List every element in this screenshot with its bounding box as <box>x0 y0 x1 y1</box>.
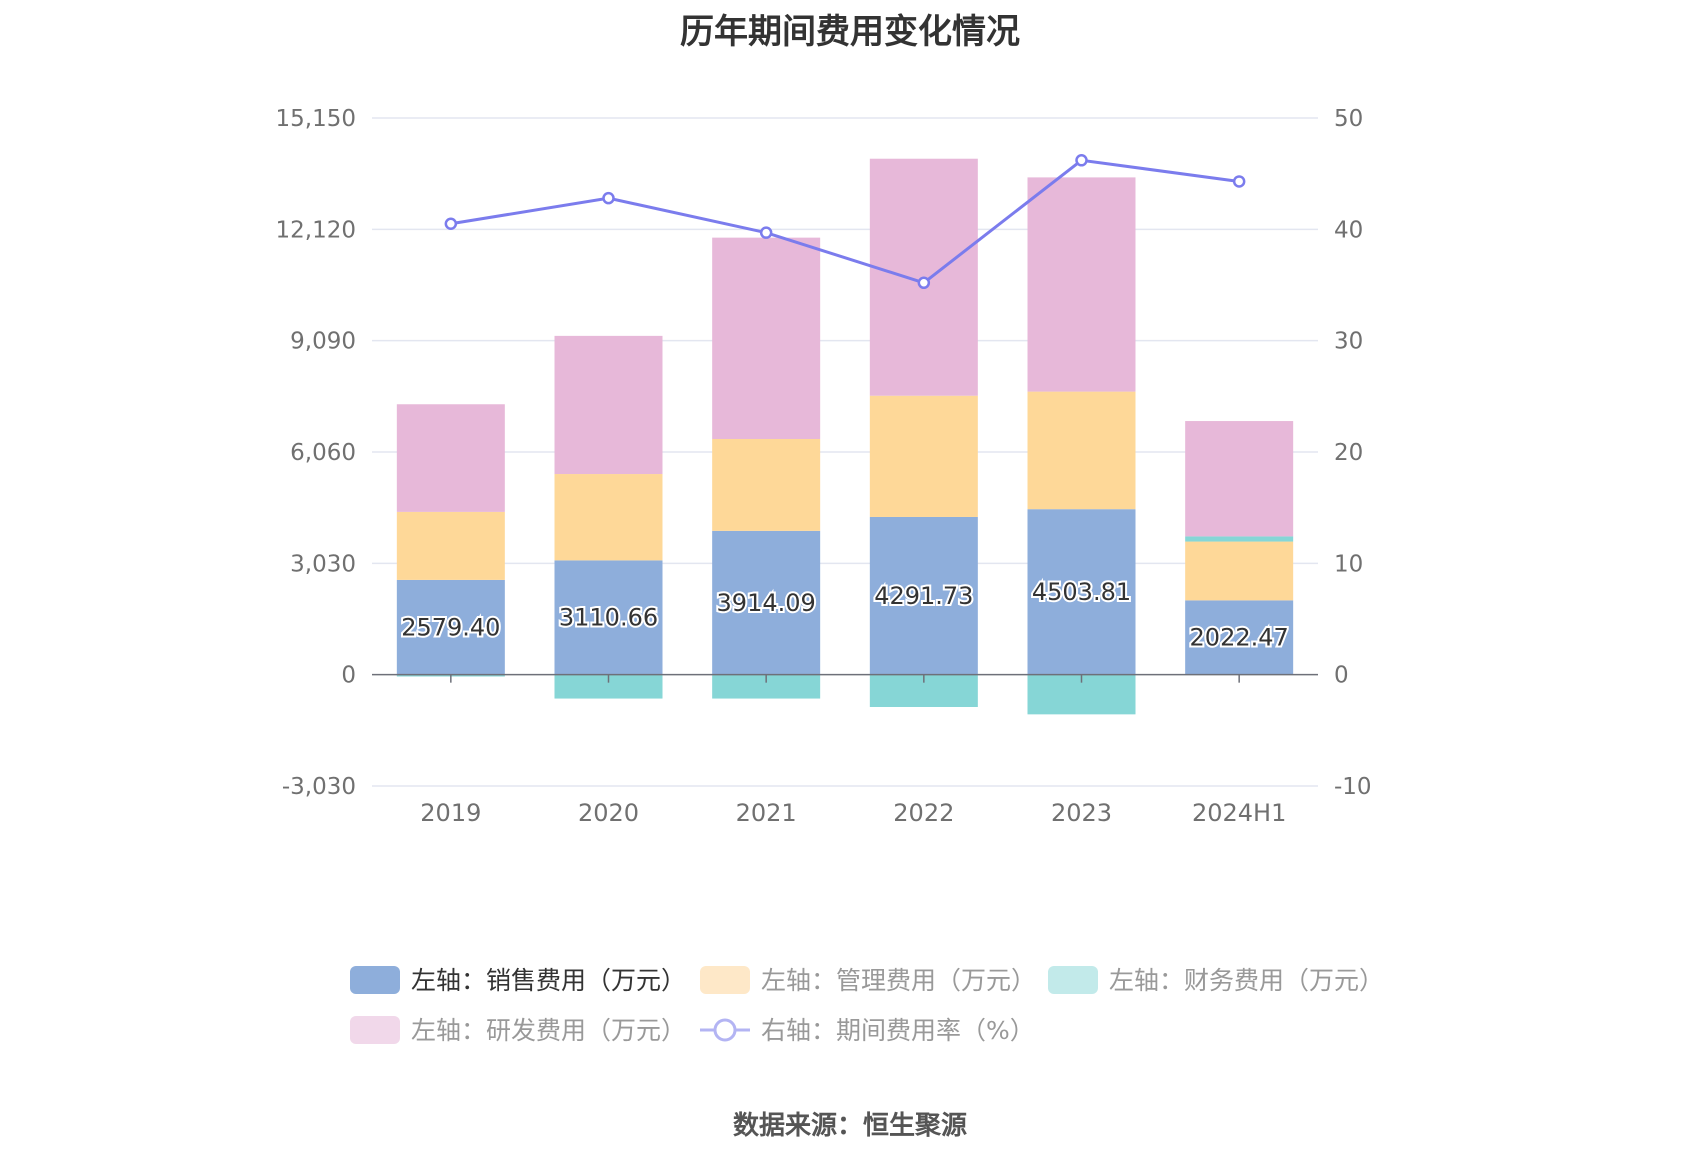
bar-segment <box>869 516 978 675</box>
bar-segment <box>554 560 663 675</box>
x-category-label: 2024H1 <box>1192 799 1286 827</box>
bar-segment <box>869 395 978 517</box>
bar-segment <box>712 674 821 699</box>
bar-segment <box>554 474 663 561</box>
bar-segment <box>1027 509 1136 675</box>
bar-segment <box>1185 600 1294 675</box>
y-left-tick-label: 3,030 <box>290 551 356 577</box>
legend-swatch <box>1048 966 1098 994</box>
legend-label: 左轴：销售费用（万元） <box>411 966 686 995</box>
bar-data-label: 2579.40 <box>401 613 500 641</box>
bar-data-label: 4291.73 <box>874 582 973 610</box>
axis-layer: -3,030 -10 0 0 3,030 10 6,060 20 9,090 30 12,120 40… <box>276 106 1372 827</box>
y-left-tick-label: -3,030 <box>282 774 356 800</box>
rate-point <box>1075 154 1088 167</box>
y-right-tick-label: 40 <box>1334 217 1363 243</box>
bar-segment <box>1185 541 1294 601</box>
legend-swatch <box>350 1016 400 1044</box>
source-text: 数据来源：恒生聚源 <box>732 1111 967 1141</box>
legend-label: 左轴：研发费用（万元） <box>411 1016 686 1045</box>
labels-layer: 2579.40 3110.66 3914.09 4291.73 4503.81 2022.… <box>399 576 1291 654</box>
bar-segment <box>1185 536 1294 542</box>
bar-segment <box>712 237 821 439</box>
y-right-tick-label: 10 <box>1334 551 1363 577</box>
x-category-label: 2023 <box>1051 799 1112 827</box>
rate-point <box>602 191 615 205</box>
bar-data-label: 2022.47 <box>1190 624 1289 652</box>
grid-layer <box>372 117 1318 787</box>
legend-item: 左轴：财务费用（万元） <box>1048 966 1384 995</box>
bar-segment <box>1185 421 1294 537</box>
bar-segment <box>712 530 821 675</box>
legend-label: 左轴：财务费用（万元） <box>1109 966 1384 995</box>
y-right-tick-label: 50 <box>1334 106 1363 132</box>
legend-item: 左轴：销售费用（万元） <box>350 966 686 995</box>
bar-segment <box>396 511 505 580</box>
bar-segment <box>1027 177 1136 392</box>
y-left-tick-label: 0 <box>341 663 356 689</box>
x-category-label: 2022 <box>893 799 954 827</box>
rate-point <box>444 217 458 231</box>
y-left-tick-label: 6,060 <box>290 440 356 466</box>
rate-point <box>917 276 931 290</box>
legend-label: 右轴：期间费用率（%） <box>761 1016 1035 1045</box>
x-category-label: 2021 <box>736 799 797 827</box>
bar-data-label: 3110.66 <box>559 604 658 632</box>
bar-segment <box>554 335 663 475</box>
y-right-tick-label: -10 <box>1334 774 1372 800</box>
bar-data-label: 4503.81 <box>1032 578 1131 606</box>
bar-segment <box>396 404 505 512</box>
line-layer <box>444 154 1246 290</box>
bar-segment <box>1027 391 1136 510</box>
y-left-tick-label: 12,120 <box>276 217 356 243</box>
legend-item: 左轴：管理费用（万元） <box>700 966 1036 995</box>
legend-label: 左轴：管理费用（万元） <box>761 966 1036 995</box>
bar-segment <box>554 674 663 699</box>
legend-circle-marker <box>713 1018 737 1042</box>
y-right-tick-label: 0 <box>1334 663 1349 689</box>
y-left-tick-label: 15,150 <box>276 106 356 132</box>
y-right-tick-label: 30 <box>1334 329 1363 355</box>
rate-line <box>450 158 1240 285</box>
bar-segment <box>712 438 821 531</box>
x-category-label: 2019 <box>420 799 481 827</box>
rate-point <box>759 226 773 239</box>
legend-item: 左轴：研发费用（万元） <box>350 1016 686 1045</box>
legend-item: 右轴：期间费用率（%） <box>700 1016 1035 1045</box>
y-right-tick-label: 20 <box>1334 440 1363 466</box>
legend-swatch <box>350 966 400 994</box>
bar-data-label: 3914.09 <box>717 589 816 617</box>
legend-swatch <box>700 966 750 994</box>
x-category-label: 2020 <box>578 799 639 827</box>
rate-point <box>1232 175 1246 188</box>
y-left-tick-label: 9,090 <box>290 329 356 355</box>
legend: 左轴：销售费用（万元） 左轴：管理费用（万元） 左轴：财务费用（万元） 左轴：研发费用… <box>350 966 1384 1045</box>
bars-layer <box>396 158 1294 715</box>
chart-title: 历年期间费用变化情况 <box>680 12 1020 52</box>
bar-segment <box>396 579 505 675</box>
